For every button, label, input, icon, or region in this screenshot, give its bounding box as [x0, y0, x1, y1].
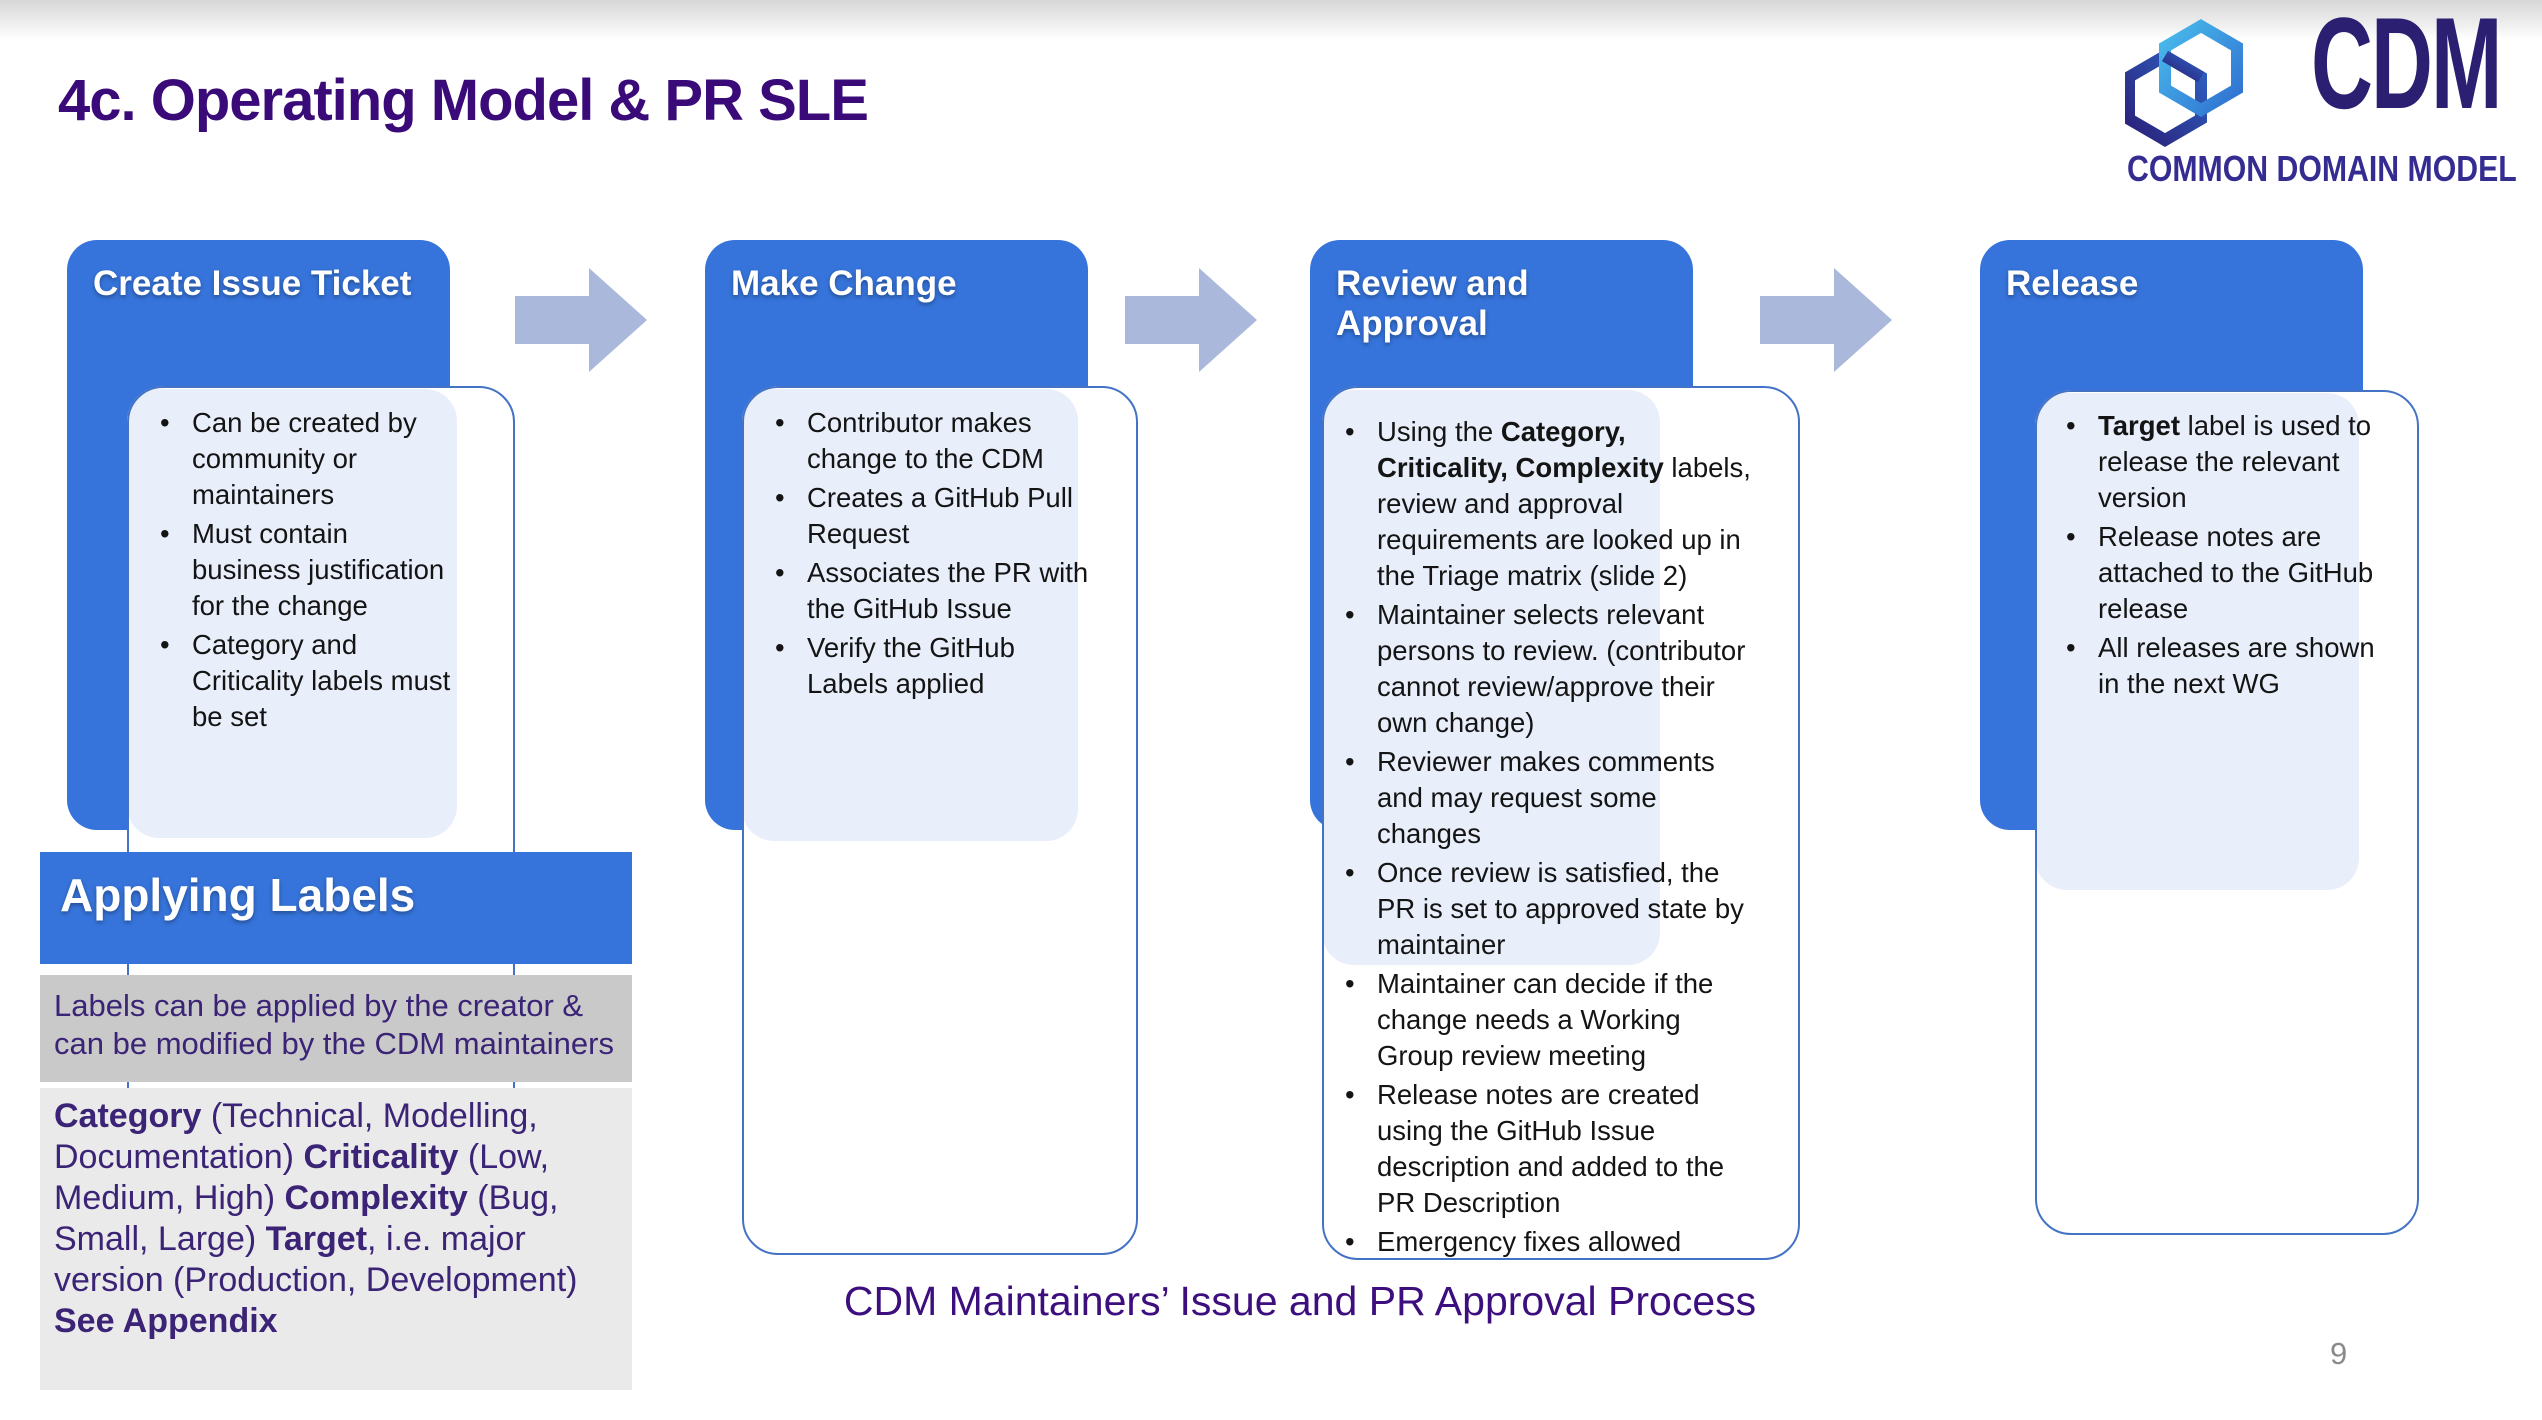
bullet-marker: • [1345, 857, 1355, 888]
bullet-text: Release notes are attached to the GitHub… [2098, 521, 2374, 624]
arrow-right-icon [1760, 268, 1892, 372]
bullet-text: All releases are shown in the next WG [2098, 632, 2375, 699]
bullet-marker: • [160, 629, 170, 660]
bullet-marker: • [160, 518, 170, 549]
label-item: Target, i.e. major version (Production, … [54, 1220, 578, 1299]
bullet-marker: • [1345, 1226, 1355, 1257]
cdm-logo: CDM COMMON DOMAIN MODEL [2125, 0, 2517, 189]
bullet-marker: • [1345, 416, 1355, 447]
bullet-marker: • [1345, 1079, 1355, 1110]
step-title: Release [2006, 264, 2139, 303]
bullet-text: Must contain business justification for … [192, 518, 445, 621]
bullet-item: • Must contain business justification for… [160, 516, 462, 624]
label-item: See Appendix [54, 1302, 278, 1340]
cdm-logo-wordmark: CDM [2311, 0, 2502, 136]
bullet-text: Maintainer can decide if the change need… [1377, 968, 1714, 1071]
content-box-fill [742, 389, 1078, 841]
step-title: Review and Approval [1336, 264, 1529, 343]
applying-labels-note: Labels can be applied by the creator & c… [40, 975, 632, 1082]
content-box-outline [2035, 390, 2419, 1235]
page-number: 9 [2330, 1336, 2348, 1371]
content-box-fill [2035, 393, 2359, 890]
step-bullet-list: • Can be created by community or maintain… [160, 405, 462, 738]
slide-caption: CDM Maintainers’ Issue and PR Approval P… [843, 1278, 1757, 1324]
bullet-marker: • [2066, 410, 2076, 441]
bullet-marker: • [2066, 521, 2076, 552]
bullet-text: Target label is used to release the rele… [2098, 410, 2372, 513]
bullet-marker: • [1345, 746, 1355, 777]
content-box-outline [1322, 386, 1800, 1260]
arrow-right-icon [1125, 268, 1257, 372]
bullet-text: Category and Criticality labels must be … [192, 629, 451, 732]
bullet-item: • Release notes are attached to the GitHu… [2066, 519, 2378, 627]
bullet-marker: • [775, 632, 785, 663]
bullet-text: Reviewer makes comments and may request … [1377, 746, 1715, 849]
interlocked-hexagons-icon [2125, 19, 2243, 147]
step-bullet-list: • Target label is used to release the rel… [2066, 408, 2378, 705]
cdm-logo-subtitle: COMMON DOMAIN MODEL [2127, 148, 2517, 189]
content-box-outline [742, 386, 1138, 1255]
bullet-text: Associates the PR with the GitHub Issue [807, 557, 1089, 624]
step-bullet-list: • Using the Category, Criticality, Comple… [1345, 414, 1760, 1263]
label-item: Criticality (Low, Medium, High) [54, 1138, 550, 1217]
bullet-item: • Emergency fixes allowed [1345, 1224, 1760, 1260]
bullet-item: • Using the Category, Criticality, Comple… [1345, 414, 1760, 594]
top-gradient-band [0, 0, 2542, 40]
bullet-text: Can be created by community or maintaine… [192, 407, 417, 510]
bullet-text: Emergency fixes allowed [1377, 1226, 1682, 1257]
bullet-marker: • [775, 407, 785, 438]
bullet-text: Maintainer selects relevant persons to r… [1377, 599, 1746, 738]
content-box-fill [127, 389, 457, 838]
bullet-text: Contributor makes change to the CDM [807, 407, 1044, 474]
label-item: Complexity (Bug, Small, Large) [54, 1179, 559, 1258]
applying-labels-header: Applying Labels [40, 852, 632, 964]
bullet-item: • All releases are shown in the next WG [2066, 630, 2378, 702]
step-title: Create Issue Ticket [93, 264, 412, 303]
step-title: Make Change [731, 264, 957, 303]
applying-labels-title: Applying Labels [60, 869, 416, 921]
bullet-text: Once review is satisfied, the PR is set … [1377, 857, 1744, 960]
bullet-marker: • [160, 407, 170, 438]
step-bullet-list: • Contributor makes change to the CDM • Cre… [775, 405, 1093, 705]
bullet-text: Creates a GitHub Pull Request [807, 482, 1073, 549]
applying-labels-items: Category (Technical, Modelling, Document… [40, 1088, 632, 1390]
bullet-item: • Contributor makes change to the CDM [775, 405, 1093, 477]
bullet-item: • Once review is satisfied, the PR is set… [1345, 855, 1760, 963]
bullet-marker: • [2066, 632, 2076, 663]
bullet-marker: • [775, 482, 785, 513]
bullet-item: • Category and Criticality labels must be… [160, 627, 462, 735]
bullet-item: • Maintainer selects relevant persons to … [1345, 597, 1760, 741]
bullet-item: • Creates a GitHub Pull Request [775, 480, 1093, 552]
bullet-text: Verify the GitHub Labels applied [807, 632, 1015, 699]
bullet-marker: • [1345, 968, 1355, 999]
bullet-text: Release notes are created using the GitH… [1377, 1079, 1725, 1218]
bullet-item: • Can be created by community or maintain… [160, 405, 462, 513]
bullet-item: • Target label is used to release the rel… [2066, 408, 2378, 516]
bullet-item: • Reviewer makes comments and may request… [1345, 744, 1760, 852]
arrow-right-icon [515, 268, 647, 372]
label-item: Category (Technical, Modelling, Document… [54, 1097, 538, 1176]
bullet-item: • Associates the PR with the GitHub Issue [775, 555, 1093, 627]
bullet-marker: • [775, 557, 785, 588]
bullet-item: • Release notes are created using the Git… [1345, 1077, 1760, 1221]
bullet-marker: • [1345, 599, 1355, 630]
bullet-item: • Maintainer can decide if the change nee… [1345, 966, 1760, 1074]
bullet-item: • Verify the GitHub Labels applied [775, 630, 1093, 702]
content-box-fill [1322, 390, 1660, 965]
bullet-text: Using the Category, Criticality, Complex… [1377, 416, 1751, 591]
page-title: 4c. Operating Model & PR SLE [58, 67, 869, 133]
